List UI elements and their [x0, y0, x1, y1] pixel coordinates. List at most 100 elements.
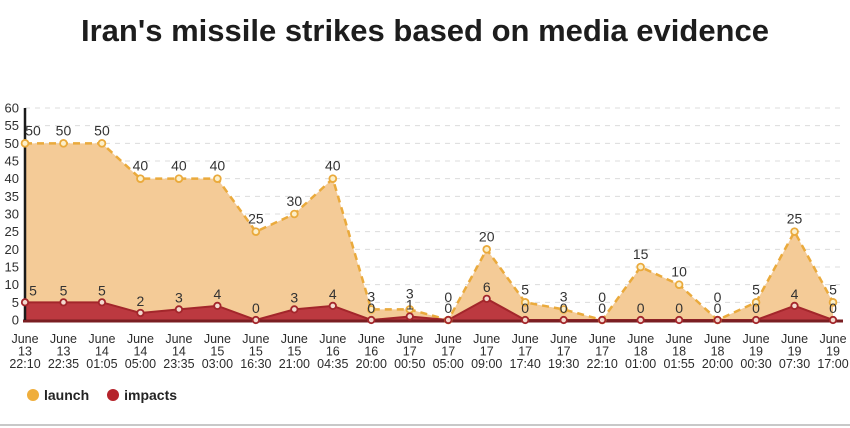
- launch-value-label: 40: [133, 158, 149, 174]
- impacts-point: [251, 315, 260, 325]
- y-tick-label: 35: [5, 189, 19, 204]
- launch-value-label: 10: [671, 264, 687, 280]
- launch-point: [59, 139, 68, 148]
- impacts-value-label: 2: [137, 293, 145, 309]
- y-tick-label: 55: [5, 118, 19, 133]
- launch-point: [174, 174, 184, 183]
- launch-value-label: 5: [829, 281, 837, 297]
- x-tick-label: June 17 09:00: [471, 332, 502, 371]
- legend-item-launch: launch: [27, 387, 89, 403]
- launch-value-label: 25: [248, 211, 264, 227]
- launch-value-label: 3: [406, 285, 414, 301]
- impacts-value-label: 3: [175, 289, 183, 305]
- impacts-point: [405, 312, 414, 321]
- impacts-point: [444, 315, 453, 325]
- launch-series-dot-icon: [27, 389, 39, 401]
- x-tick-label: June 18 01:00: [625, 332, 656, 371]
- y-tick-label: 45: [5, 154, 19, 169]
- impacts-area: [25, 298, 833, 320]
- impacts-value-label: 4: [791, 286, 799, 302]
- launch-value-label: 5: [752, 281, 760, 297]
- x-tick-label: June 13 22:35: [48, 332, 79, 371]
- legend-item-impacts: impacts: [107, 387, 177, 403]
- launch-value-label: 50: [94, 122, 110, 138]
- y-tick-label: 25: [5, 224, 19, 239]
- x-tick-label: June 18 20:00: [702, 332, 733, 371]
- impacts-value-label: 0: [252, 300, 260, 316]
- launch-value-label: 0: [598, 289, 606, 305]
- impacts-value-label: 5: [60, 282, 68, 298]
- launch-point: [136, 174, 145, 183]
- impacts-value-label: 0: [675, 300, 683, 316]
- x-tick-label: June 17 00:50: [394, 332, 425, 371]
- impacts-value-label: 6: [483, 279, 491, 295]
- impacts-point: [174, 305, 184, 314]
- launch-value-label: 0: [714, 289, 722, 305]
- x-tick-label: June 17 22:10: [587, 332, 618, 371]
- launch-point: [20, 139, 30, 148]
- impacts-point: [790, 301, 799, 310]
- launch-value-label: 50: [56, 122, 72, 138]
- impacts-value-label: 4: [213, 286, 221, 302]
- launch-line: [25, 142, 835, 322]
- launch-point: [751, 298, 761, 307]
- chart-title: Iran's missile strikes based on media ev…: [81, 13, 769, 48]
- launch-value-label: 25: [787, 211, 803, 227]
- launch-value-label: 5: [521, 281, 529, 297]
- impacts-point: [674, 315, 684, 325]
- impacts-value-label: 0: [637, 300, 645, 316]
- launch-value-label: 40: [171, 158, 187, 174]
- x-tick-label: June 16 20:00: [356, 332, 387, 371]
- launch-value-label: 30: [287, 193, 303, 209]
- launch-value-label: 40: [325, 158, 341, 174]
- launch-value-label: 40: [210, 158, 226, 174]
- launch-point: [97, 139, 107, 148]
- impacts-point: [713, 315, 722, 325]
- launch-point: [290, 209, 299, 219]
- y-tick-label: 20: [5, 242, 19, 257]
- x-tick-label: June 19 00:30: [740, 332, 771, 371]
- impacts-point: [290, 305, 299, 314]
- launch-value-label: 3: [560, 288, 568, 304]
- x-tick-label: June 15 21:00: [279, 332, 310, 371]
- x-tick-label: June 16 04:35: [317, 332, 348, 371]
- launch-point: [482, 245, 492, 254]
- impacts-point: [328, 301, 337, 310]
- launch-point: [328, 174, 338, 183]
- chart-legend: launch impacts: [27, 387, 177, 403]
- y-tick-label: 10: [5, 277, 19, 292]
- x-tick-label: June 13 22:10: [9, 332, 40, 371]
- impacts-value-label: 1: [406, 296, 414, 312]
- impacts-value-label: 4: [329, 286, 337, 302]
- impacts-point: [20, 298, 30, 307]
- impacts-value-label: 0: [560, 300, 568, 316]
- y-tick-label: 5: [12, 295, 19, 310]
- impacts-point: [59, 298, 68, 307]
- x-tick-label: June 18 01:55: [663, 332, 694, 371]
- impacts-point: [482, 294, 491, 303]
- launch-point: [366, 305, 376, 314]
- launch-point: [674, 280, 684, 289]
- x-tick-label: June 17 05:00: [433, 332, 464, 371]
- impacts-value-label: 5: [98, 282, 106, 298]
- impacts-value-label: 0: [598, 300, 606, 316]
- x-tick-label: June 17 19:30: [548, 332, 579, 371]
- bottom-divider: [0, 424, 850, 426]
- launch-value-label: 0: [444, 289, 452, 305]
- x-tick-label: June 19 07:30: [779, 332, 810, 371]
- impacts-point: [97, 298, 107, 307]
- y-tick-label: 30: [5, 207, 19, 222]
- launch-area: [25, 143, 833, 320]
- legend-label-launch: launch: [44, 387, 90, 403]
- impacts-point: [598, 315, 607, 325]
- y-tick-label: 15: [5, 260, 19, 275]
- x-tick-label: June 15 03:00: [202, 332, 233, 371]
- impacts-point: [213, 301, 222, 310]
- impacts-value-label: 0: [752, 300, 760, 316]
- impacts-point: [136, 308, 145, 318]
- launch-point: [828, 298, 838, 307]
- launch-point: [213, 174, 222, 183]
- launch-value-label: 15: [633, 246, 649, 262]
- impacts-value-label: 0: [367, 300, 375, 316]
